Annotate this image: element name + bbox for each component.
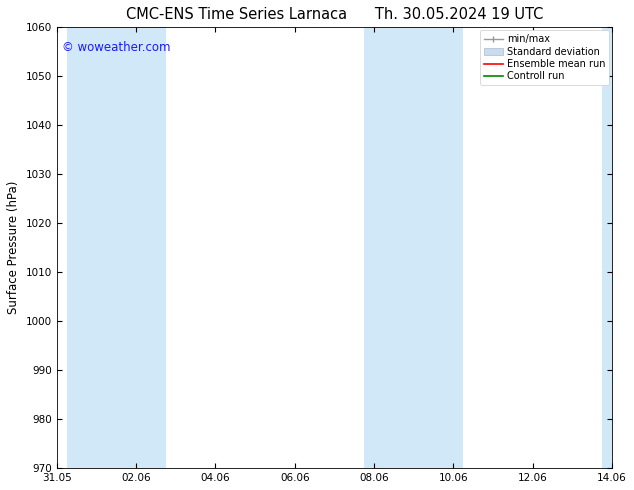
Legend: min/max, Standard deviation, Ensemble mean run, Controll run: min/max, Standard deviation, Ensemble me…: [480, 30, 609, 85]
Bar: [67, 27, 107, 468]
Bar: [414, 27, 463, 468]
Bar: [107, 27, 165, 468]
Title: CMC-ENS Time Series Larnaca      Th. 30.05.2024 19 UTC: CMC-ENS Time Series Larnaca Th. 30.05.20…: [126, 7, 543, 22]
Y-axis label: Surface Pressure (hPa): Surface Pressure (hPa): [7, 181, 20, 315]
Text: © woweather.com: © woweather.com: [62, 41, 171, 53]
Bar: [364, 27, 414, 468]
Bar: [602, 27, 632, 468]
